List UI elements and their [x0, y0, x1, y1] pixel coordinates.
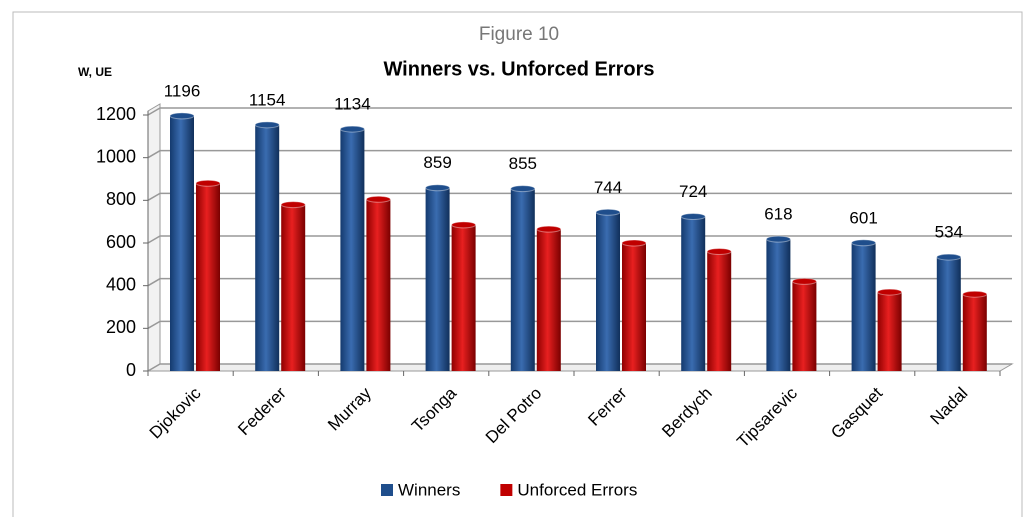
value-label: 744 — [594, 178, 622, 197]
value-label: 534 — [935, 223, 963, 242]
bar — [877, 292, 902, 371]
bar — [536, 229, 561, 371]
x-tick-label: Del Potro — [482, 384, 546, 448]
bar-top — [962, 290, 988, 298]
bar-top — [339, 125, 365, 133]
bar — [366, 199, 391, 371]
bar — [707, 251, 732, 371]
x-tick-label: Ferrer — [584, 383, 630, 429]
x-tick-label: Tipsarevic — [733, 383, 801, 451]
figure-label: Figure 10 — [479, 24, 559, 45]
bar — [766, 239, 791, 371]
y-axis-label: W, UE — [78, 65, 112, 79]
value-label: 724 — [679, 182, 707, 201]
value-label: 618 — [764, 205, 792, 224]
bar — [451, 224, 476, 371]
value-label: 859 — [423, 153, 451, 172]
grid-line — [147, 149, 1012, 159]
bar-top — [195, 179, 221, 187]
bar — [962, 294, 987, 371]
bar-top — [536, 225, 562, 233]
y-tick-label: 400 — [106, 274, 136, 294]
bar — [170, 115, 194, 371]
x-tick-label: Berdych — [658, 384, 716, 442]
bar — [851, 242, 876, 371]
bar-top — [425, 184, 451, 192]
value-label: 1154 — [249, 90, 286, 109]
bar-top — [451, 221, 477, 229]
bar — [510, 188, 535, 371]
value-label: 1196 — [164, 81, 201, 100]
bar-top — [851, 239, 877, 247]
bar — [340, 129, 365, 371]
grid-line — [147, 235, 1012, 244]
bar-top — [936, 253, 962, 261]
bar — [681, 216, 706, 371]
legend-swatch — [500, 484, 513, 496]
chart-title: Winners vs. Unforced Errors — [383, 58, 654, 80]
bar — [255, 124, 280, 372]
chart-border — [12, 11, 1023, 517]
y-tick-label: 1200 — [96, 104, 136, 124]
bar-top — [280, 201, 306, 209]
y-tick-label: 200 — [106, 317, 136, 337]
bar-top — [706, 248, 732, 256]
y-tick-label: 0 — [126, 360, 136, 380]
x-tick-label: Tsonga — [408, 383, 461, 436]
value-label: 855 — [509, 154, 537, 173]
bar — [425, 187, 450, 371]
value-label: 601 — [849, 208, 877, 227]
bar-top — [169, 112, 195, 120]
bar-top — [877, 288, 903, 296]
x-tick-label: Gasquet — [827, 383, 886, 442]
y-tick-label: 600 — [106, 232, 136, 252]
x-tick-label: Djokovic — [146, 383, 205, 442]
x-tick-label: Murray — [324, 383, 375, 434]
bar — [281, 204, 306, 371]
legend-label: Winners — [398, 480, 460, 499]
legend-swatch — [381, 484, 393, 496]
bar-top — [765, 235, 791, 243]
x-tick-label: Nadal — [927, 384, 972, 429]
legend-label: Unforced Errors — [517, 480, 637, 499]
grid-line — [147, 192, 1012, 201]
bar-top — [621, 239, 647, 247]
value-label: 1134 — [334, 95, 371, 114]
bar-top — [365, 195, 391, 203]
bar — [936, 257, 961, 371]
bar-top — [254, 121, 280, 129]
x-tick-label: Federer — [234, 383, 290, 439]
bar-top — [510, 185, 536, 193]
bar — [622, 243, 646, 371]
y-tick-label: 800 — [106, 189, 136, 209]
bar-top — [680, 213, 706, 221]
bar-top — [791, 277, 817, 285]
bar-top — [595, 208, 621, 216]
bar — [196, 183, 220, 371]
bar — [792, 281, 817, 371]
bar — [596, 212, 620, 371]
grid-line — [147, 107, 1012, 116]
y-tick-label: 1000 — [96, 146, 136, 166]
